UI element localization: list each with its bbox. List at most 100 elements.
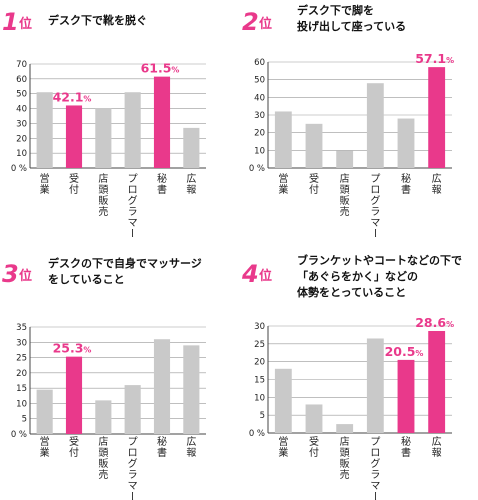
chart-1-category-label-char: 販 bbox=[98, 195, 108, 207]
chart-4-category-label-char: 書 bbox=[401, 446, 411, 459]
chart-3-bar bbox=[65, 356, 83, 434]
chart-4-y-tick-label: 20 bbox=[254, 358, 265, 368]
chart-4-y-tick-label: 10 bbox=[254, 393, 265, 403]
chart-4-category-label-char: 秘 bbox=[401, 435, 411, 448]
chart-4-bar bbox=[397, 359, 415, 433]
chart-2-category-label-char: 販 bbox=[340, 195, 350, 207]
chart-1-rank-suffix: 位 bbox=[19, 16, 32, 32]
chart-4-bar bbox=[428, 330, 446, 433]
chart-4-rank-suffix: 位 bbox=[259, 268, 272, 284]
chart-2-bar bbox=[305, 123, 323, 168]
chart-1-category-label-char: プ bbox=[128, 173, 138, 185]
chart-2-category-label-char: 店 bbox=[340, 172, 350, 185]
chart-3-category-label-char: ー bbox=[126, 491, 137, 500]
chart-1-category-label-char: マ bbox=[128, 218, 138, 229]
chart-3-y-tick-label: 30 bbox=[16, 338, 27, 348]
chart-2-bar bbox=[274, 111, 292, 168]
chart-2-category-label-char: 広 bbox=[432, 172, 442, 185]
chart-1-rank-number: 1 bbox=[2, 8, 19, 36]
chart-3-category-label-char: 頭 bbox=[98, 447, 108, 459]
chart-1-category-label-char: 営 bbox=[40, 172, 50, 185]
chart-4-bar bbox=[305, 404, 323, 433]
chart-4-category-label-char: 報 bbox=[432, 447, 442, 459]
chart-1-category-label-char: 店 bbox=[98, 172, 108, 185]
chart-2-category-label-char: 秘 bbox=[401, 172, 411, 185]
chart-4-title-line: 「あぐらをかく」などの bbox=[297, 269, 418, 283]
chart-4-y-tick-label: 0 % bbox=[249, 429, 265, 439]
chart-3-category-label-char: 秘 bbox=[157, 435, 167, 448]
chart-1-y-tick-label: 60 bbox=[16, 75, 27, 85]
chart-4-category-label-char: 売 bbox=[340, 468, 350, 481]
chart-1-category-label-char: 業 bbox=[40, 183, 50, 196]
chart-3-rank-suffix: 位 bbox=[19, 268, 32, 284]
chart-1-category-label-char: 付 bbox=[69, 183, 79, 196]
chart-3-bar bbox=[95, 400, 112, 434]
chart-2-bar bbox=[397, 118, 415, 168]
chart-4-category-label-char: ラ bbox=[370, 469, 380, 481]
chart-3-category-label-char: 付 bbox=[69, 446, 79, 459]
chart-4-category-label-char: グ bbox=[370, 457, 380, 470]
chart-2-y-tick-label: 30 bbox=[254, 111, 265, 121]
chart-2-category-label-char: 売 bbox=[340, 205, 350, 218]
chart-1-y-tick-label: 0 % bbox=[11, 164, 27, 174]
chart-1-bar bbox=[95, 108, 112, 168]
chart-3-bar bbox=[36, 389, 53, 434]
chart-4-y-tick-label: 30 bbox=[254, 322, 265, 332]
chart-2-category-label-char: 頭 bbox=[340, 184, 350, 196]
chart-3-title-line: デスクの下で自身でマッサージ bbox=[48, 256, 202, 270]
chart-4-category-label-char: プ bbox=[370, 436, 380, 448]
chart-1-bar bbox=[124, 92, 141, 168]
chart-4-category-label-char: ー bbox=[368, 491, 379, 500]
chart-1-category-label-char: 広 bbox=[186, 172, 196, 185]
chart-3-data-label: 25.3% bbox=[53, 341, 92, 356]
chart-4-title-line: ブランケットやコートなどの下で bbox=[297, 253, 462, 267]
chart-3-category-label-char: 営 bbox=[40, 435, 50, 448]
chart-3-rank-number: 3 bbox=[2, 260, 19, 288]
chart-1-category-label-char: 秘 bbox=[157, 172, 167, 185]
chart-1-category-label-char: 受 bbox=[69, 173, 79, 185]
chart-3-category-label-char: プ bbox=[128, 436, 138, 448]
chart-1-y-tick-label: 50 bbox=[16, 90, 27, 100]
chart-1-data-label: 42.1% bbox=[53, 89, 92, 104]
chart-2-category-label-char: グ bbox=[370, 194, 380, 207]
chart-4-rank-number: 4 bbox=[241, 260, 259, 288]
chart-4-category-label-char: ロ bbox=[370, 448, 380, 459]
chart-1-y-tick-label: 20 bbox=[16, 134, 27, 144]
chart-1-bar bbox=[65, 105, 83, 168]
chart-4-category-label-char: 業 bbox=[278, 446, 288, 459]
chart-1-bar bbox=[36, 92, 53, 168]
chart-3-category-label-char: ロ bbox=[128, 448, 138, 459]
chart-4-category-label-char: マ bbox=[370, 481, 380, 492]
chart-2-category-label-char: 書 bbox=[401, 183, 411, 196]
chart-2-category-label-char: ロ bbox=[370, 185, 380, 196]
chart-3-y-tick-label: 5 bbox=[22, 415, 27, 425]
chart-3-category-label-char: 売 bbox=[98, 468, 108, 481]
chart-2-rank-suffix: 位 bbox=[259, 16, 272, 32]
chart-3-category-label-char: 受 bbox=[69, 436, 79, 448]
chart-4-bar bbox=[274, 368, 292, 433]
chart-3-category-label-char: 店 bbox=[98, 435, 108, 448]
chart-2-title-line: 投げ出して座っている bbox=[297, 19, 406, 33]
chart-2-data-label: 57.1% bbox=[415, 51, 454, 66]
chart-4-category-label-char: 営 bbox=[278, 435, 288, 448]
chart-2-category-label-char: 付 bbox=[309, 183, 319, 196]
chart-2-y-tick-label: 40 bbox=[254, 93, 265, 103]
chart-1-y-tick-label: 40 bbox=[16, 105, 27, 115]
chart-3-category-label-char: 業 bbox=[40, 446, 50, 459]
chart-4-data-label: 20.5% bbox=[385, 344, 424, 359]
chart-1-category-label-char: 売 bbox=[98, 205, 108, 218]
chart-3-y-tick-label: 25 bbox=[16, 354, 27, 364]
chart-3-bar bbox=[153, 339, 171, 434]
chart-4-y-tick-label: 15 bbox=[254, 376, 265, 386]
chart-1-category-label-char: ー bbox=[126, 228, 137, 238]
chart-1-title-line: デスク下で靴を脱ぐ bbox=[48, 13, 147, 27]
chart-2-y-tick-label: 50 bbox=[254, 76, 265, 86]
chart-2-y-tick-label: 60 bbox=[254, 58, 265, 68]
chart-1-category-label-char: 報 bbox=[186, 184, 196, 196]
chart-1-category-label-char: 書 bbox=[157, 183, 167, 196]
chart-4-category-label-char: 頭 bbox=[340, 447, 350, 459]
chart-2-category-label-char: ラ bbox=[370, 206, 380, 218]
chart-3-bar bbox=[124, 385, 141, 434]
chart-3-title-line: をしていること bbox=[48, 273, 125, 286]
